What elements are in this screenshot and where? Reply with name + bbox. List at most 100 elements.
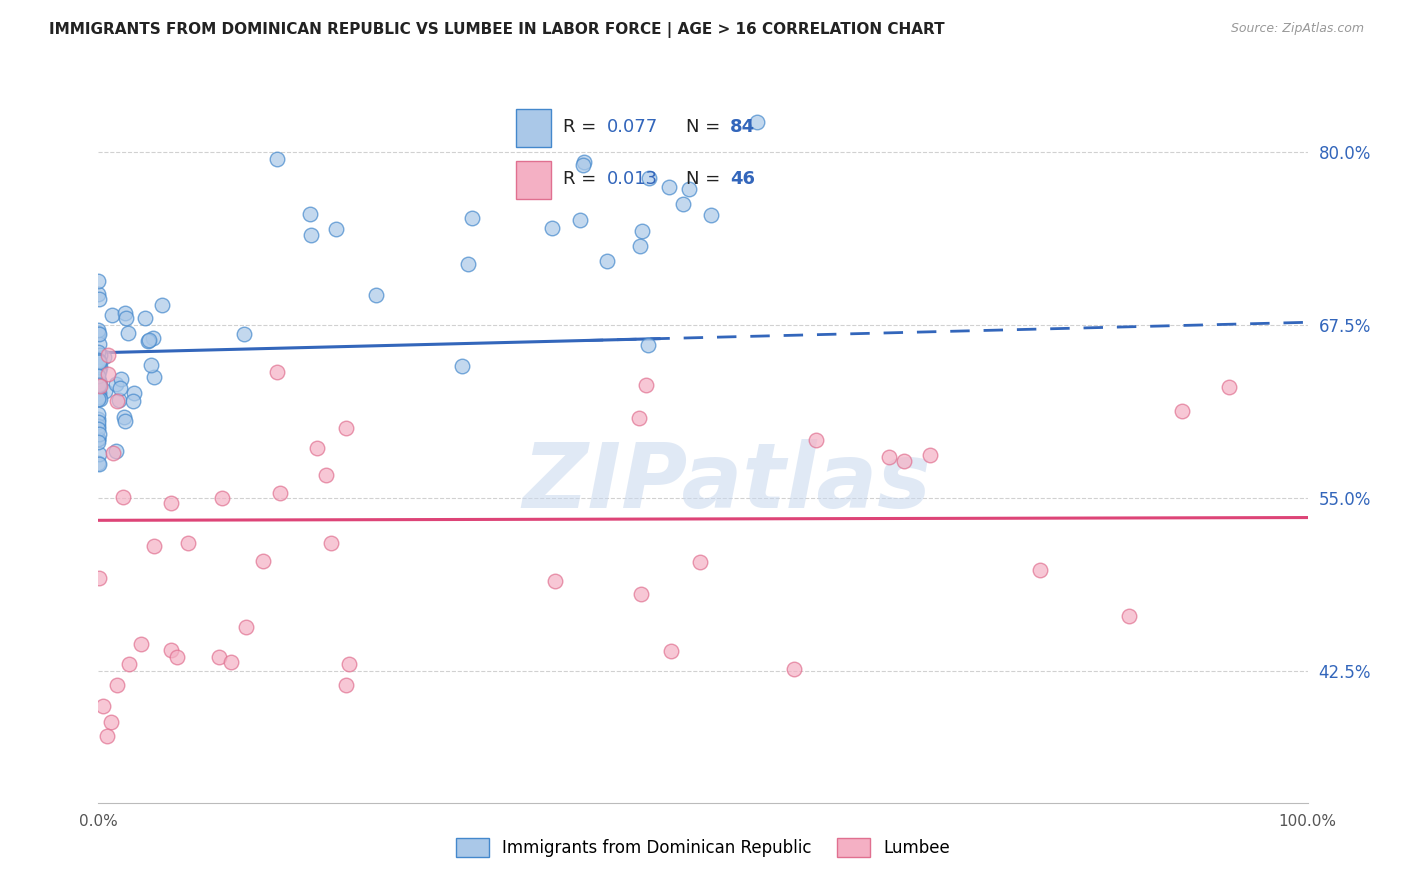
Point <box>636 378 658 392</box>
Point <box>152 298 174 312</box>
Point <box>87 377 110 392</box>
Legend: Immigrants from Dominican Republic, Lumbee: Immigrants from Dominican Republic, Lumb… <box>449 831 957 863</box>
Point <box>918 448 941 462</box>
Point <box>87 273 110 287</box>
Point <box>335 421 357 435</box>
Point <box>87 390 110 404</box>
Point <box>87 427 110 442</box>
Point <box>299 207 322 221</box>
Point <box>100 715 122 730</box>
Text: ZIPatlas: ZIPatlas <box>523 439 932 527</box>
Point <box>569 212 592 227</box>
Point <box>115 310 138 325</box>
Point <box>103 446 125 460</box>
Point <box>141 358 163 372</box>
Point <box>97 367 120 381</box>
Point <box>335 678 357 692</box>
Point <box>118 657 141 672</box>
Point <box>87 415 110 429</box>
Point <box>87 323 110 337</box>
Point <box>321 536 343 550</box>
Point <box>1029 563 1052 577</box>
Point <box>87 374 110 388</box>
Point <box>87 368 110 383</box>
Point <box>461 211 484 226</box>
Point <box>87 433 110 447</box>
Point <box>87 375 110 389</box>
Point <box>208 650 231 665</box>
Point <box>877 450 900 464</box>
Point <box>211 491 233 505</box>
Point <box>87 355 110 369</box>
Point <box>87 385 110 400</box>
Point <box>136 334 159 348</box>
Point <box>366 288 388 302</box>
Point <box>305 442 328 456</box>
Point <box>87 447 110 461</box>
Point <box>1218 379 1240 393</box>
Point <box>628 410 651 425</box>
Point <box>87 422 110 436</box>
Point <box>108 380 131 394</box>
Point <box>572 154 595 169</box>
Point <box>700 208 723 222</box>
Point <box>337 657 360 671</box>
Point <box>138 333 160 347</box>
Point <box>572 158 595 172</box>
Point <box>87 327 110 342</box>
Point <box>678 182 700 196</box>
Point <box>89 571 111 585</box>
Point <box>110 372 132 386</box>
Point <box>87 326 110 340</box>
Point <box>89 392 111 406</box>
Point <box>89 348 111 362</box>
Point <box>166 650 188 665</box>
Point <box>806 434 828 448</box>
Point <box>122 394 145 409</box>
Point <box>783 662 806 676</box>
Point <box>87 391 110 405</box>
Point <box>89 359 111 374</box>
Point <box>143 539 166 553</box>
Point <box>315 467 337 482</box>
Point <box>114 306 136 320</box>
Point <box>97 348 120 362</box>
Point <box>672 197 695 211</box>
Point <box>105 394 128 409</box>
Point <box>299 228 322 243</box>
Point <box>87 337 110 351</box>
Text: IMMIGRANTS FROM DOMINICAN REPUBLIC VS LUMBEE IN LABOR FORCE | AGE > 16 CORRELATI: IMMIGRANTS FROM DOMINICAN REPUBLIC VS LU… <box>49 22 945 38</box>
Point <box>104 377 127 392</box>
Point <box>637 171 659 186</box>
Point <box>1171 404 1194 418</box>
Point <box>87 353 110 368</box>
Point <box>112 409 135 424</box>
Point <box>252 554 274 568</box>
Point <box>235 620 257 634</box>
Point <box>142 370 165 384</box>
Point <box>114 414 136 428</box>
Point <box>89 379 111 393</box>
Point <box>87 353 110 368</box>
Point <box>325 221 347 235</box>
Point <box>747 115 769 129</box>
Point <box>104 443 127 458</box>
Point <box>101 308 124 322</box>
Point <box>540 220 562 235</box>
Point <box>105 678 128 692</box>
Point <box>89 292 111 306</box>
Point <box>232 326 254 341</box>
Point <box>630 224 652 238</box>
Point <box>91 698 114 713</box>
Point <box>689 555 711 569</box>
Point <box>628 238 651 252</box>
Point <box>544 574 567 588</box>
Point <box>87 434 110 449</box>
Point <box>93 350 115 364</box>
Point <box>457 257 479 271</box>
Point <box>87 377 110 392</box>
Point <box>89 358 111 372</box>
Point <box>451 359 474 373</box>
Point <box>596 254 619 268</box>
Point <box>87 375 110 389</box>
